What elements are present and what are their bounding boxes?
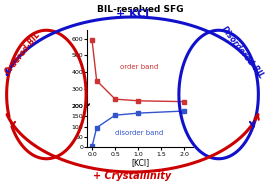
- X-axis label: [KCl]: [KCl]: [131, 158, 149, 167]
- Text: Ordered-BIL: Ordered-BIL: [3, 30, 42, 76]
- Text: order band: order band: [120, 64, 158, 70]
- Text: + Crystallinity: + Crystallinity: [93, 171, 172, 181]
- Text: BIL-resolved SFG: BIL-resolved SFG: [97, 5, 184, 14]
- Text: disorder band: disorder band: [115, 130, 163, 136]
- Text: + KCl: + KCl: [116, 9, 149, 19]
- Text: Disordered-BIL: Disordered-BIL: [219, 25, 265, 81]
